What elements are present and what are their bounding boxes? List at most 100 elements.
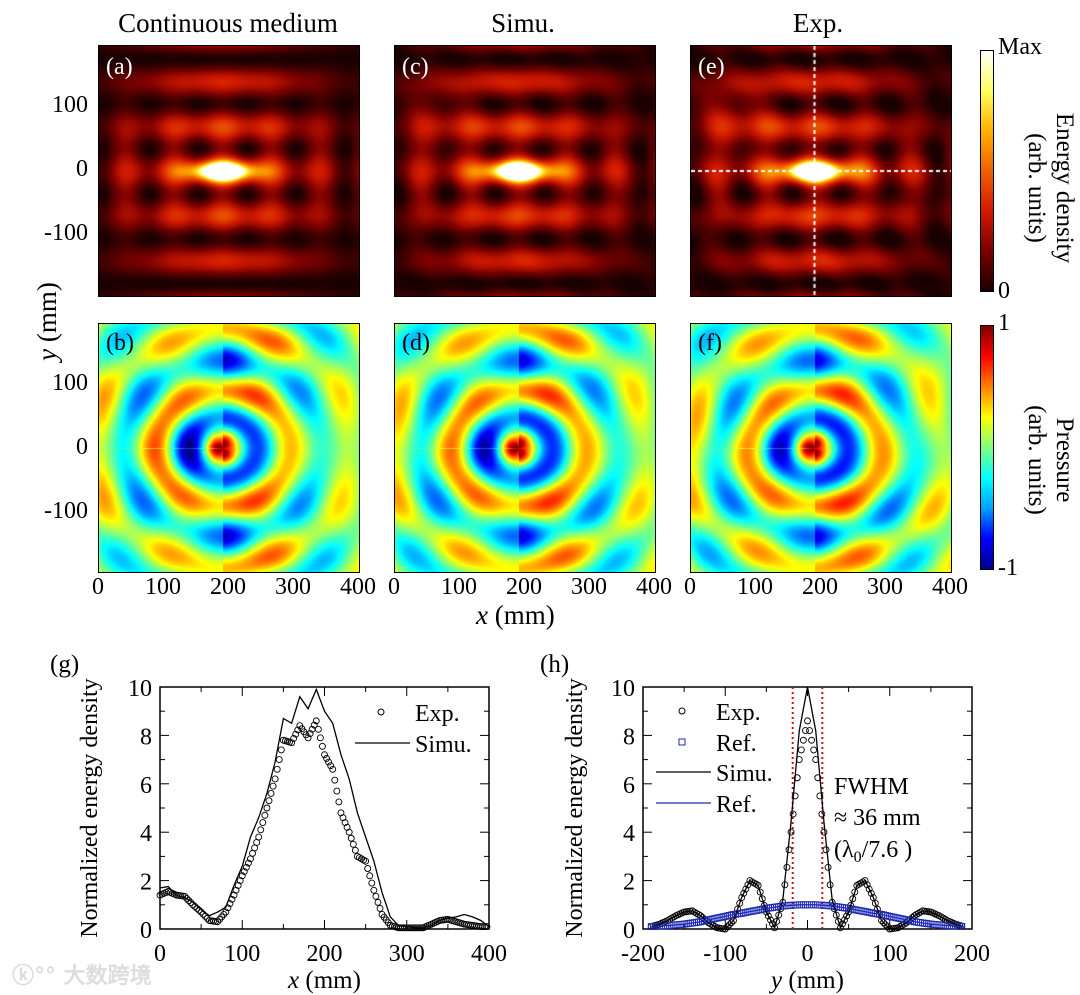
data-point-exp <box>314 725 322 733</box>
data-point-exp <box>364 865 372 872</box>
x-tick-label: 0 <box>154 941 166 967</box>
data-point-exp <box>758 895 766 903</box>
y-tick-label: 2 <box>623 870 635 896</box>
x-unit: (mm) <box>487 600 555 630</box>
x-tick-label: 200 <box>307 941 343 967</box>
data-point-exp <box>849 895 857 903</box>
data-point-exp <box>843 912 851 920</box>
data-point-exp <box>273 765 281 773</box>
data-point-exp <box>327 762 335 770</box>
heatmap-energy-exp <box>690 45 952 297</box>
y-tick-label: 8 <box>140 724 152 750</box>
series-line-simu <box>651 686 964 930</box>
x-axis-var: y <box>768 967 783 994</box>
legend-marker-circle <box>678 707 686 715</box>
heatmap-pressure-continuous <box>98 323 360 573</box>
x-tick-label: 200 <box>954 941 990 967</box>
data-point-exp <box>818 810 826 818</box>
y-tick-label: 0 <box>140 918 152 944</box>
data-point-exp <box>723 923 731 931</box>
data-point-exp <box>810 746 818 754</box>
legend: Exp. Simu. <box>355 701 472 758</box>
data-point-exp <box>294 726 302 734</box>
data-point-exp <box>787 828 795 836</box>
ratio-pre: (λ <box>834 837 854 863</box>
data-point-exp <box>725 921 733 929</box>
fwhm-value: ≈ 36 mm <box>834 805 921 831</box>
data-point-exp <box>242 863 250 871</box>
heatmap-x-tick-label: 300 <box>275 574 311 600</box>
data-point-exp <box>257 826 265 834</box>
data-point-exp <box>312 717 320 725</box>
data-point-exp <box>742 885 750 893</box>
data-point-exp <box>333 787 341 795</box>
x-tick-label: -200 <box>621 941 665 967</box>
plot-g: 0 100 200 300 400 0 2 4 6 8 10 Normalized energy de… <box>50 651 507 994</box>
data-point-exp <box>263 804 271 812</box>
heatmap-x-tick-label: 0 <box>388 574 400 600</box>
data-point-exp <box>370 886 378 894</box>
y-tick-label: 8 <box>623 724 635 750</box>
ratio-post: /7.6 ) <box>862 837 913 863</box>
data-point-exp <box>261 811 269 819</box>
heatmap-x-axis-label: x (mm) <box>476 600 555 631</box>
heatmap-energy-continuous <box>98 45 360 297</box>
x-tick-label: 100 <box>872 941 908 967</box>
heatmap-y-tick-label: 100 <box>52 91 88 118</box>
data-point-exp <box>738 894 746 901</box>
data-point-exp <box>304 734 312 742</box>
data-point-exp <box>820 828 828 836</box>
panel-label-e: (e) <box>698 54 725 80</box>
heatmap-y-tick-label: 100 <box>52 369 88 396</box>
data-point-exp <box>331 776 339 784</box>
data-point-exp <box>323 754 331 762</box>
panel-label: (g) <box>50 651 79 678</box>
fwhm-wavelength-ratio: (λ0/7.6 ) <box>834 837 912 866</box>
data-point-exp <box>240 868 248 875</box>
data-point-exp <box>329 765 337 773</box>
data-point-exp <box>808 736 816 744</box>
x-axis-label: y (mm) <box>768 967 844 994</box>
plot-frame <box>642 686 973 930</box>
data-point-exp <box>259 819 267 826</box>
data-point-exp <box>785 846 793 854</box>
data-point-exp <box>806 727 814 735</box>
data-point-exp <box>267 790 275 797</box>
data-point-exp <box>269 782 277 790</box>
x-tick-label: -100 <box>703 941 747 967</box>
data-point-exp <box>865 885 873 893</box>
x-tick-label: 400 <box>471 941 507 967</box>
heatmap-x-tick-label: 0 <box>684 574 696 600</box>
energy-colorbar-max: Max <box>998 34 1042 60</box>
fwhm-label: FWHM <box>834 774 909 800</box>
data-point-exp <box>347 834 355 842</box>
data-point-exp <box>244 859 252 867</box>
data-point-exp <box>316 734 324 742</box>
data-point-exp <box>310 721 318 729</box>
data-point-exp <box>799 736 807 744</box>
heatmap-energy-simu <box>394 45 656 297</box>
data-point-exp <box>255 833 263 841</box>
heatmap-x-tick-label: 200 <box>802 574 838 600</box>
title-continuous-medium: Continuous medium <box>118 8 338 38</box>
y-tick-label: 2 <box>140 870 152 896</box>
panel-label: (h) <box>540 651 569 678</box>
data-point-exp <box>863 881 871 889</box>
legend-marker-circle <box>377 708 385 716</box>
data-point-exp <box>321 751 328 759</box>
data-point-exp <box>754 881 762 889</box>
panel-label-b: (b) <box>106 330 134 356</box>
data-point-exp <box>220 911 228 918</box>
title-simu: Simu. <box>491 8 555 38</box>
heatmap-x-tick-label: 0 <box>92 574 104 600</box>
heatmap-x-tick-label: 100 <box>145 574 181 600</box>
data-point-exp <box>185 897 193 905</box>
legend-label: Exp. <box>415 701 460 727</box>
data-point-exp <box>183 894 191 902</box>
y-tick-label: 4 <box>623 821 635 847</box>
heatmap-x-tick-label: 400 <box>932 574 968 600</box>
heatmap-pressure-simu <box>394 323 656 573</box>
y-tick-label: 4 <box>140 821 152 847</box>
